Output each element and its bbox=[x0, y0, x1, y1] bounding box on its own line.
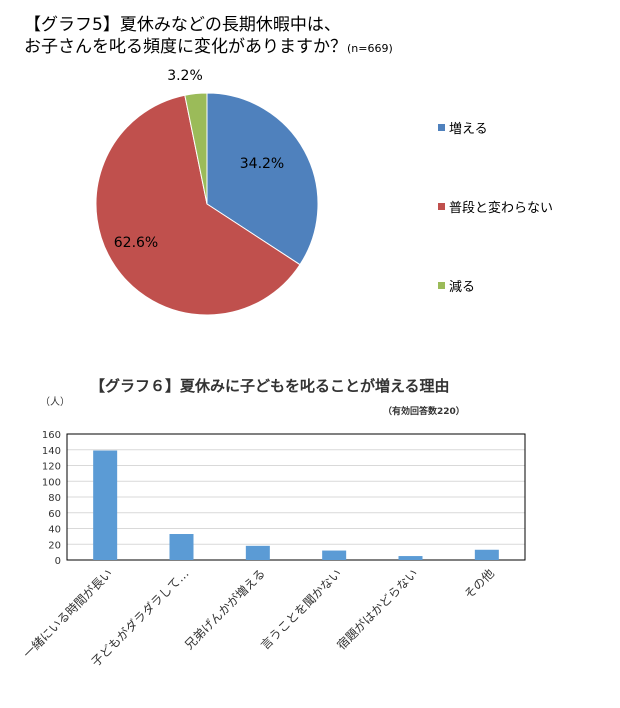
y-tick-label: 160 bbox=[42, 430, 61, 441]
y-tick-label: 60 bbox=[48, 509, 61, 520]
legend-item: 普段と変わらない bbox=[438, 197, 553, 216]
x-tick-label: 宿題がはかどらない bbox=[334, 566, 421, 653]
y-tick-label: 120 bbox=[42, 462, 61, 473]
x-tick-label: その他 bbox=[462, 566, 497, 601]
bar bbox=[245, 545, 270, 560]
x-tick-label: 兄弟げんかが増える bbox=[181, 566, 268, 653]
bar-title: 【グラフ６】夏休みに子どもを叱ることが増える理由 bbox=[90, 377, 450, 395]
legend-item: 減る bbox=[438, 276, 475, 295]
y-tick-label: 0 bbox=[55, 556, 61, 567]
bar bbox=[322, 550, 347, 560]
y-unit-label: （人） bbox=[40, 397, 70, 408]
legend-item: 増える bbox=[438, 118, 488, 137]
bar bbox=[474, 549, 499, 560]
bar bbox=[169, 534, 194, 560]
y-tick-label: 40 bbox=[48, 525, 61, 536]
y-tick-label: 140 bbox=[42, 446, 61, 457]
bar bbox=[398, 556, 423, 560]
legend-swatch bbox=[438, 124, 445, 131]
pie-data-label: 3.2% bbox=[167, 68, 203, 84]
legend-swatch bbox=[438, 203, 445, 210]
plot-area bbox=[66, 433, 526, 561]
pie-data-label: 62.6% bbox=[114, 235, 158, 251]
y-tick-label: 20 bbox=[48, 540, 61, 551]
bar bbox=[93, 450, 118, 560]
pie-slice bbox=[95, 94, 301, 316]
response-count-note: （有効回答数220） bbox=[383, 407, 465, 417]
y-tick-label: 80 bbox=[48, 493, 61, 504]
pie-title: 【グラフ5】夏休みなどの長期休暇中は、 お子さんを叱る頻度に変化がありますか？(n… bbox=[24, 15, 393, 57]
x-tick-label: 言うことを聞かない bbox=[258, 566, 344, 652]
pie-data-label: 34.2% bbox=[240, 156, 284, 172]
pie-slice bbox=[184, 92, 208, 205]
y-tick-label: 100 bbox=[42, 477, 61, 488]
legend-swatch bbox=[438, 282, 445, 289]
